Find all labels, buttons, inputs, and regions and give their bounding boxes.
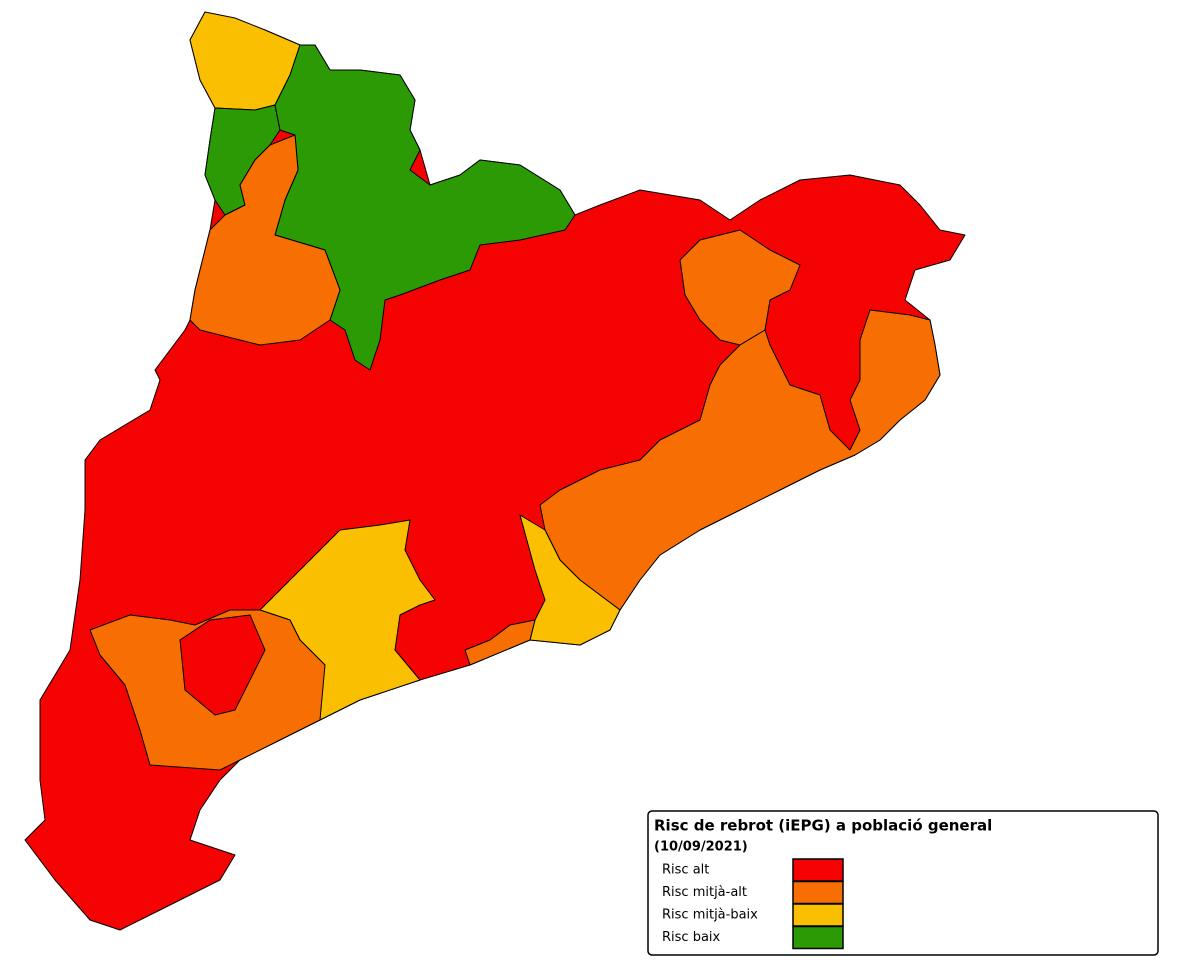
legend-label: Risc baix bbox=[662, 930, 721, 945]
legend-date: (10/09/2021) bbox=[654, 840, 748, 855]
legend-swatch bbox=[792, 880, 844, 905]
region bbox=[179, 614, 266, 716]
region bbox=[24, 11, 966, 931]
region bbox=[464, 619, 536, 666]
region bbox=[519, 514, 621, 646]
legend-label: Risc mitjà-alt bbox=[662, 885, 747, 900]
legend-swatch bbox=[792, 858, 844, 882]
legend: Risc de rebrot (iEPG) a població general… bbox=[647, 810, 1159, 956]
legend-swatch bbox=[792, 903, 844, 927]
legend-label: Risc alt bbox=[662, 863, 709, 878]
legend-box bbox=[647, 810, 1159, 956]
legend-swatch bbox=[792, 925, 844, 950]
region bbox=[189, 134, 341, 346]
legend-label: Risc mitjà-baix bbox=[662, 908, 758, 923]
region bbox=[679, 229, 801, 346]
regions bbox=[24, 11, 966, 931]
region bbox=[539, 309, 941, 611]
legend-title: Risc de rebrot (iEPG) a població general bbox=[654, 817, 992, 835]
